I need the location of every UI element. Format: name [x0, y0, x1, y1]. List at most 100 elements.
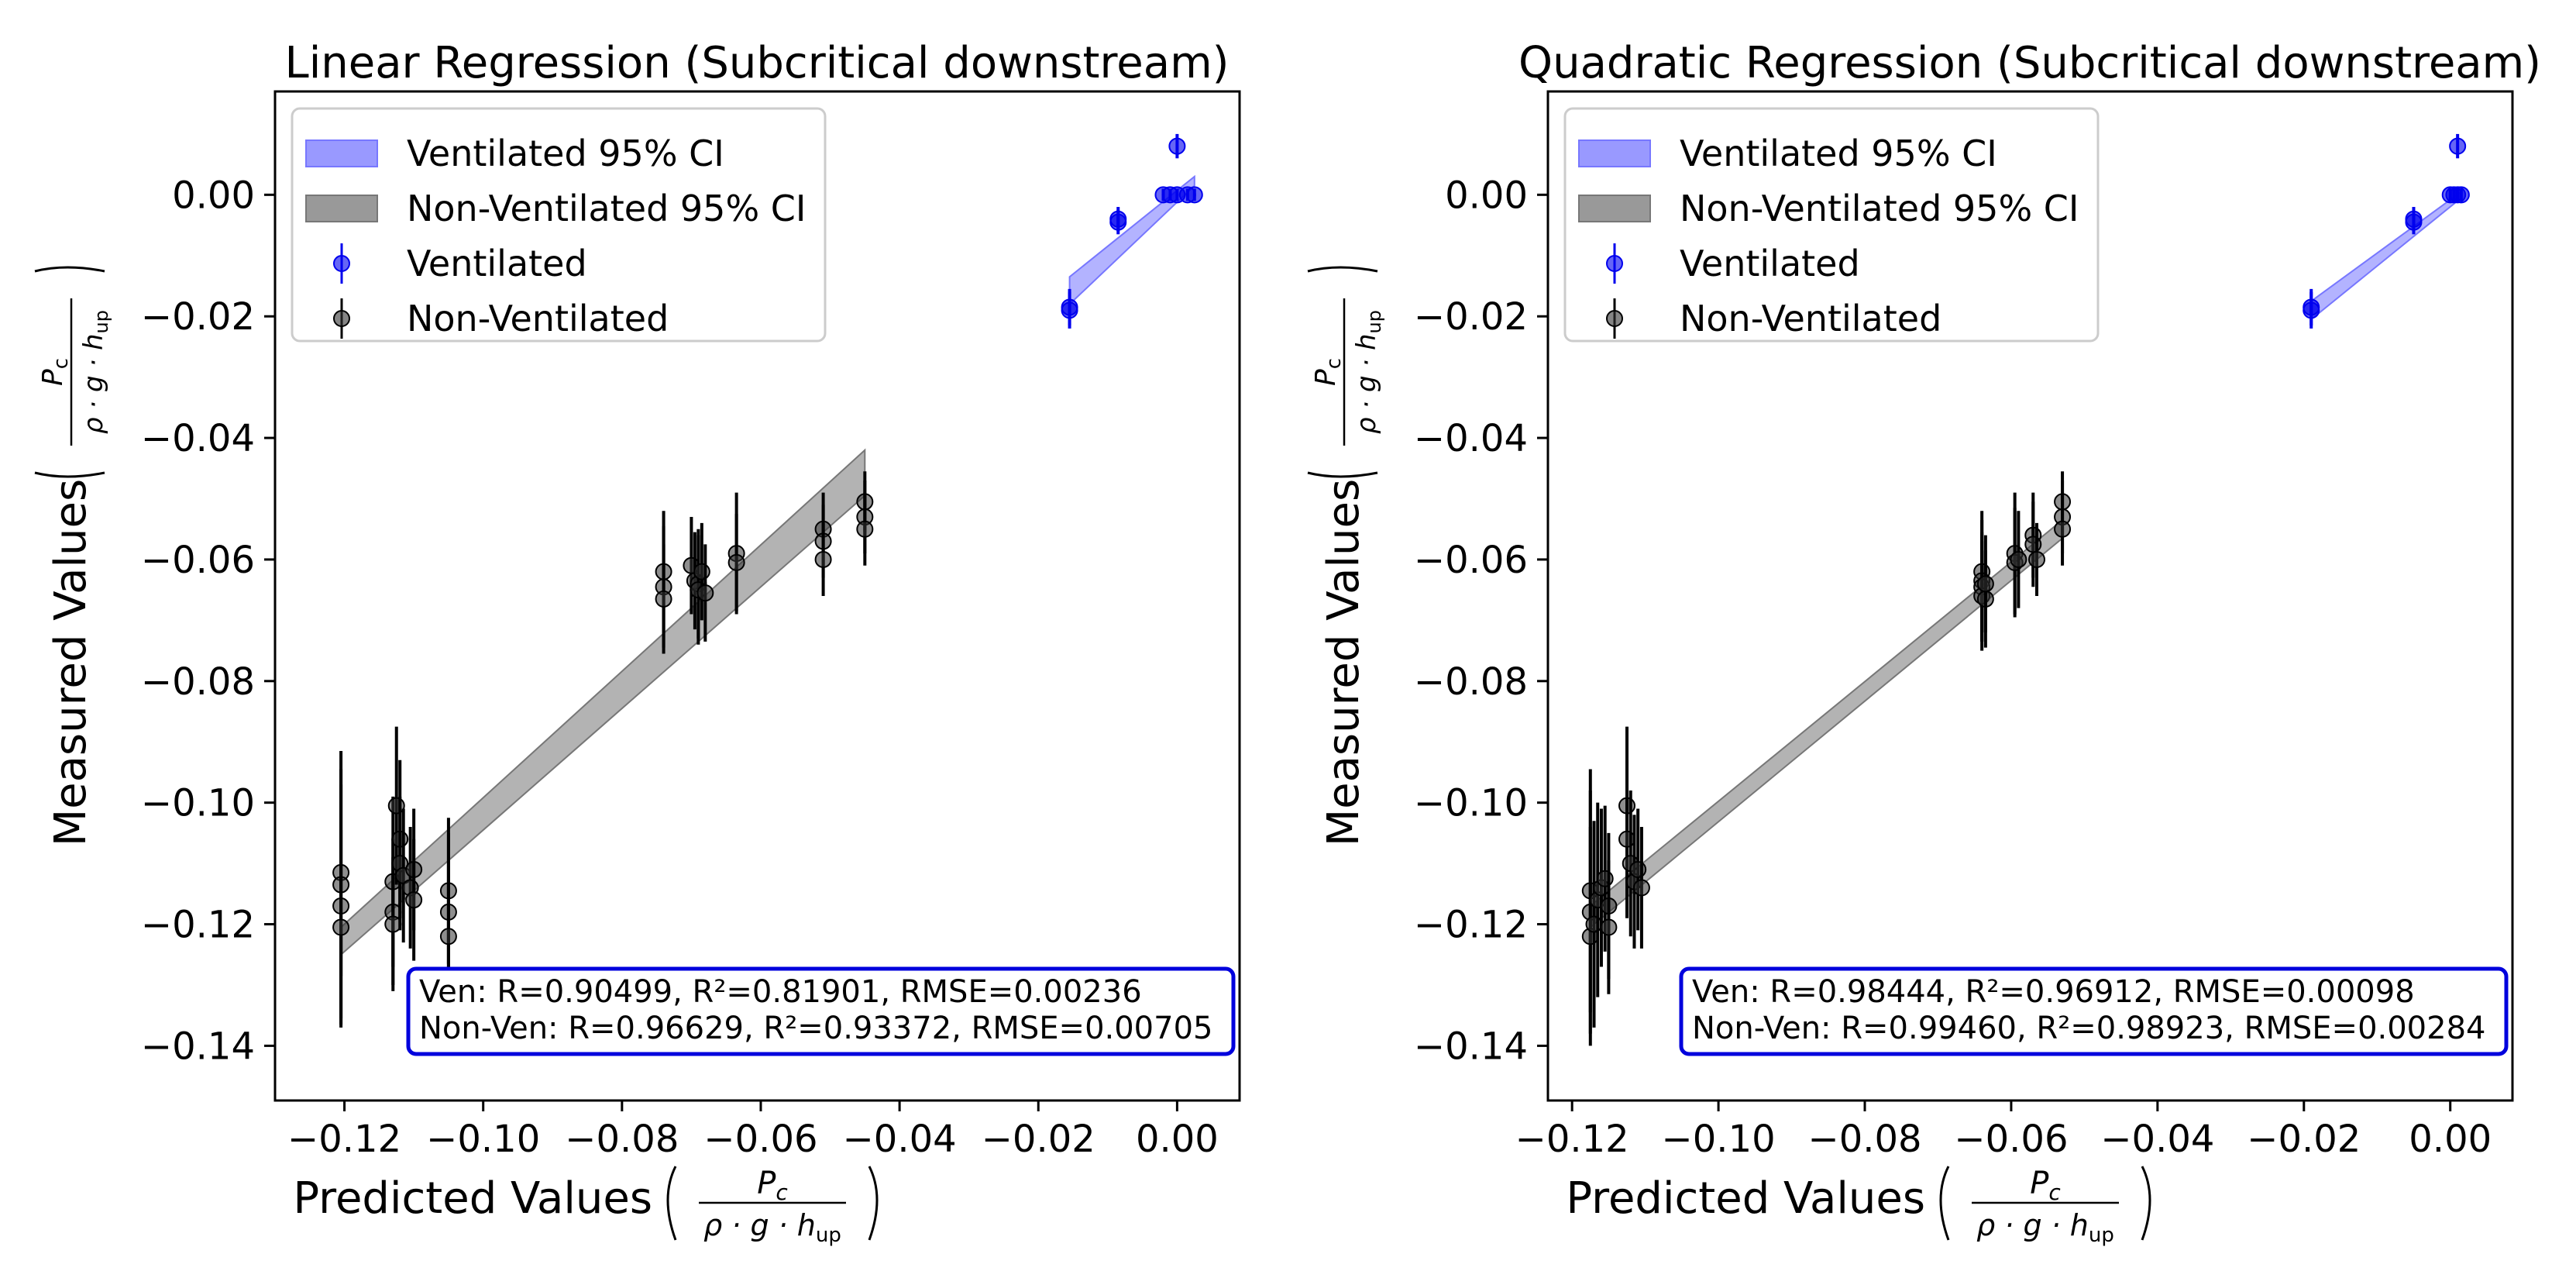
non-ventilated-point	[2024, 536, 2042, 553]
paren-right	[868, 1166, 879, 1241]
y-tick-label: −0.14	[141, 1025, 255, 1068]
legend-label: Ventilated 95% CI	[1680, 133, 1997, 174]
numerator-subscript: c	[50, 358, 73, 369]
x-tick-label: −0.04	[843, 1118, 957, 1161]
non-ventilated-point	[1976, 575, 1994, 593]
legend-box	[291, 107, 827, 343]
paren-right	[1307, 266, 1378, 273]
axes-frame	[1546, 90, 2514, 1102]
y-tick-label: −0.10	[1414, 782, 1528, 825]
quadratic-regression-panel: Quadratic Regression (Subcritical downst…	[1307, 38, 2541, 1247]
x-tick-label: 0.00	[2409, 1118, 2492, 1161]
paren-right	[34, 266, 105, 273]
stats-line: Ven: R=0.98444, R²=0.96912, RMSE=0.00098	[1692, 974, 2415, 1010]
non-ventilated-point	[2054, 520, 2072, 538]
x-tick-label: −0.08	[565, 1118, 679, 1161]
numerator-symbol: P	[2030, 1166, 2049, 1201]
ventilated-point	[2303, 301, 2320, 319]
numerator-subscript: c	[2048, 1180, 2061, 1205]
denominator-symbol: ρ · g · h	[78, 333, 109, 434]
non-ventilated-point	[332, 918, 350, 936]
fraction-denominator: ρ · g · hup	[703, 1208, 841, 1247]
legend-label: Ventilated	[407, 243, 587, 284]
numerator-symbol: P	[757, 1166, 776, 1201]
x-tick-label: −0.12	[287, 1118, 401, 1161]
y-tick-label: −0.12	[141, 904, 255, 947]
x-axis-label-text: Predicted Values	[1566, 1173, 1925, 1224]
chart-title: Quadratic Regression (Subcritical downst…	[1518, 38, 2541, 88]
x-tick-label: −0.08	[1807, 1118, 1921, 1161]
numerator-subscript: c	[1322, 358, 1346, 369]
stats-border	[1679, 966, 2509, 1056]
paren-left	[34, 471, 105, 478]
fraction-numerator: Pc	[757, 1166, 788, 1205]
y-axis-label: Measured Values Pc ρ · g · hup	[1307, 266, 1385, 846]
y-tick-label: −0.14	[1414, 1025, 1528, 1068]
y-tick-label: −0.02	[141, 295, 255, 339]
x-tick-label: −0.02	[2247, 1118, 2361, 1161]
y-tick-label: −0.02	[1414, 295, 1528, 339]
legend-label: Ventilated	[1680, 243, 1860, 284]
ventilated-point	[1061, 301, 1078, 319]
legend-swatch-non-ventilated-band	[305, 195, 378, 222]
x-tick-label: −0.06	[703, 1118, 817, 1161]
non-ventilated-point	[856, 520, 874, 538]
non-ventilated-point	[2010, 550, 2027, 568]
non-ventilated-point	[696, 584, 714, 602]
paren-left	[1307, 471, 1378, 478]
stats-box: Ven: R=0.98444, R²=0.96912, RMSE=0.00098…	[1679, 966, 2509, 1056]
legend-label: Non-Ventilated 95% CI	[407, 188, 806, 229]
y-axis-label-text: Measured Values	[46, 479, 96, 846]
fraction-numerator: Pc	[1310, 358, 1346, 386]
fraction-numerator: Pc	[37, 358, 73, 386]
non-ventilated-point	[1600, 918, 1618, 936]
stats-box: Ven: R=0.90499, R²=0.81901, RMSE=0.00236…	[406, 966, 1236, 1056]
y-tick-label: −0.06	[141, 539, 255, 582]
stats-line: Non-Ven: R=0.99460, R²=0.98923, RMSE=0.0…	[1692, 1011, 2485, 1046]
y-tick-label: −0.04	[141, 417, 255, 460]
y-tick-label: −0.06	[1414, 539, 1528, 582]
legend-label: Non-Ventilated 95% CI	[1680, 188, 2079, 229]
denominator-subscript: up	[2089, 1224, 2114, 1247]
legend-swatch-non-ventilated-marker	[1606, 310, 1623, 327]
ventilated-point	[2452, 186, 2470, 204]
non-ventilated-point	[2028, 550, 2046, 568]
legend-swatch-ventilated-marker	[333, 255, 350, 272]
legend-swatch-ventilated-band	[305, 140, 378, 167]
x-tick-label: 0.00	[1136, 1118, 1219, 1161]
paren-left	[1939, 1166, 1950, 1241]
numerator-subscript: c	[776, 1180, 788, 1205]
denominator-symbol: ρ · g · h	[1351, 333, 1382, 434]
fraction-denominator: ρ · g · hup	[1976, 1208, 2114, 1247]
ventilated-ci-band	[1068, 174, 1195, 306]
linear-regression-panel: Linear Regression (Subcritical downstrea…	[34, 38, 1241, 1247]
y-tick-label: −0.08	[141, 660, 255, 704]
y-tick-label: −0.08	[1414, 660, 1528, 704]
legend-swatch-ventilated-marker	[1606, 255, 1623, 272]
fraction-numerator: Pc	[2030, 1166, 2061, 1205]
y-axis-label: Measured Values Pc ρ · g · hup	[34, 266, 112, 846]
denominator-subscript: up	[1364, 310, 1385, 333]
denominator-symbol: ρ · g · h	[1976, 1208, 2089, 1242]
legend: Ventilated 95% CI Non-Ventilated 95% CI Ve…	[291, 107, 827, 343]
ventilated-point	[2449, 137, 2467, 155]
x-tick-label: −0.10	[426, 1118, 540, 1161]
non-ventilated-point	[727, 553, 745, 571]
ventilated-point	[1185, 186, 1203, 204]
x-tick-label: −0.06	[1954, 1118, 2068, 1161]
legend: Ventilated 95% CI Non-Ventilated 95% CI Ve…	[1563, 107, 2100, 343]
legend-label: Ventilated 95% CI	[407, 133, 724, 174]
x-tick-label: −0.10	[1662, 1118, 1776, 1161]
fraction-denominator: ρ · g · hup	[78, 310, 112, 434]
legend-swatch-non-ventilated-band	[1578, 195, 1651, 222]
axes-frame	[273, 90, 1241, 1102]
denominator-symbol: ρ · g · h	[703, 1208, 816, 1242]
y-tick-label: 0.00	[172, 174, 255, 217]
fraction-denominator: ρ · g · hup	[1351, 310, 1385, 434]
non-ventilated-point	[1596, 870, 1614, 887]
non-ventilated-point	[814, 550, 832, 568]
y-axis-label-text: Measured Values	[1319, 479, 1369, 846]
ventilated-point	[1109, 213, 1127, 231]
x-tick-label: −0.02	[982, 1118, 1095, 1161]
